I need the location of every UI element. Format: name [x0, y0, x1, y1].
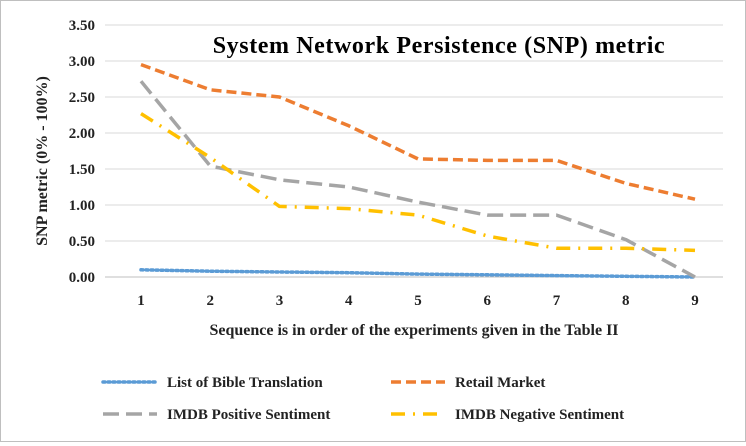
x-tick-label: 1 [137, 293, 145, 309]
x-tick-label: 3 [276, 293, 284, 309]
series-lines [139, 62, 697, 279]
x-tick-label: 6 [484, 293, 492, 309]
y-tick-label: 0.50 [69, 234, 95, 250]
series-line-2 [139, 80, 696, 279]
series-line-0 [139, 268, 697, 279]
legend-label-2: IMDB Positive Sentiment [167, 407, 330, 423]
y-tick-label: 1.00 [69, 198, 95, 214]
x-tick-label: 8 [622, 293, 630, 309]
legend-label-0: List of Bible Translation [167, 375, 323, 391]
y-tick-label: 0.00 [69, 270, 95, 286]
y-tick-label: 3.00 [69, 54, 95, 70]
series-line-1 [140, 62, 696, 201]
x-tick-labels: 1 2 3 4 5 6 7 8 9 [137, 293, 699, 309]
x-tick-label: 5 [414, 293, 422, 309]
legend-label-1: Retail Market [455, 375, 545, 391]
x-axis-title: Sequence is in order of the experiments … [209, 322, 618, 339]
legend-label-3: IMDB Negative Sentiment [455, 407, 624, 423]
y-tick-labels: 0.00 0.50 1.00 1.50 2.00 2.50 3.00 3.50 [69, 18, 95, 286]
y-tick-label: 1.50 [69, 162, 95, 178]
gridlines [105, 24, 723, 278]
series-line-3 [140, 112, 696, 253]
x-tick-label: 4 [345, 293, 353, 309]
x-tick-label: 2 [207, 293, 215, 309]
y-tick-label: 2.50 [69, 90, 95, 106]
chart-title: System Network Persistence (SNP) metric [213, 33, 666, 59]
legend: List of Bible Translation Retail Market IM… [101, 375, 624, 423]
y-tick-label: 3.50 [69, 18, 95, 34]
y-axis-title: SNP metric (0% - 100%) [34, 76, 51, 246]
x-tick-label: 7 [553, 293, 561, 309]
x-tick-label: 9 [691, 293, 699, 309]
y-tick-label: 2.00 [69, 126, 95, 142]
